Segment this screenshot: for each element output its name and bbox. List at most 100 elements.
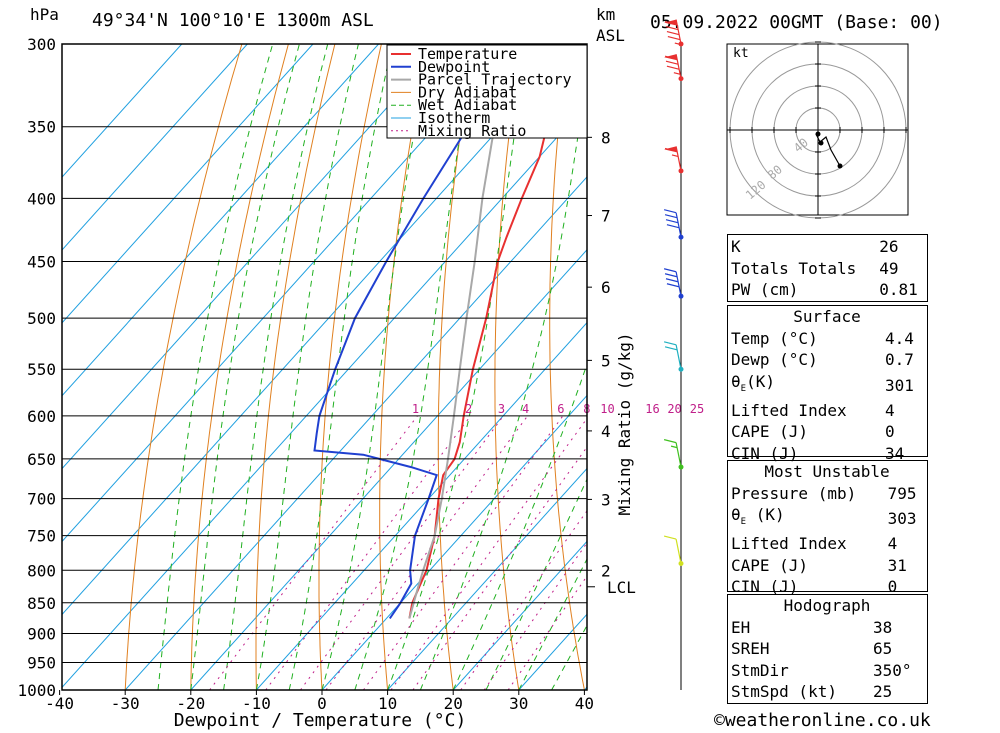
hodograph-table: Hodograph EH 38 SREH 65 StmDir 350° StmSpd … [727,595,927,703]
wet-adiabat-line [354,44,476,690]
pressure-tick-label: 850 [27,594,56,613]
wind-barb-feather [665,219,679,224]
pressure-tick-label: 800 [27,561,56,580]
li-value: 4 [885,400,895,420]
dewp-label: Dewp (°C) [731,350,818,370]
wind-barb-feather [665,60,679,65]
wind-barb-half-feather [670,445,678,449]
km-label: km [596,5,616,24]
isotherm-line [256,321,587,690]
mixing-ratio-label: 6 [557,402,564,416]
x-tick-label: 10 [378,694,397,713]
x-tick-label: -30 [111,694,140,713]
indices-table: K 26 Totals Totals 49 PW (cm) 0.81 [727,236,927,301]
mixing-ratio-label: 1 [412,402,419,416]
x-tick-label: -40 [45,694,74,713]
mixing-ratio-line [412,446,587,690]
mixing-ratio-line [507,575,587,690]
dry-adiabat-line [654,44,715,690]
mixing-ratio-line [362,415,564,690]
stmdir-label: StmDir [731,660,789,680]
mu-cin-value: 0 [887,577,898,597]
pw-label: PW (cm) [731,280,799,300]
sreh-label: SREH [731,639,770,659]
isotherm-line [62,44,379,397]
legend-label: Isotherm [418,109,490,127]
legend-label: Parcel Trajectory [418,71,572,89]
pressure-unit-label: hPa [30,5,59,24]
eh-label: EH [731,617,751,637]
wind-barb-half-feather [674,42,681,46]
x-tick-label: 20 [444,694,463,713]
isotherm-line [62,103,587,689]
wind-barb-shaft [675,344,682,370]
pressure-tick-label: 600 [27,407,56,426]
pressure-tick-label: 900 [27,624,56,643]
km-tick-label: 7 [601,207,611,226]
wind-barb-feather [665,278,679,283]
km-tick-label: 6 [601,278,611,297]
isotherm-line [190,249,587,690]
mu-theta-e-value: 303 [887,509,917,529]
legend-label: Mixing Ratio [418,122,526,140]
asl-label: ASL [596,26,625,45]
mu-cape-value: 31 [887,555,907,575]
km-tick-label: 5 [601,351,611,370]
mixing-ratio-label: 10 [600,402,614,416]
wind-barb-shaft [675,442,682,468]
location-label: 49°34'N 100°10'E 1300m ASL [92,10,374,31]
wind-barb-feather [663,341,677,346]
mixing-ratio-label: 16 [645,402,659,416]
surface-title: Surface [793,307,861,327]
isotherm-line [62,44,183,178]
mu-li-label: Lifted Index [731,534,847,554]
indices-box-hodo [727,594,928,704]
lcl-label: LCL [607,578,636,597]
dry-adiabat-line [494,44,522,690]
dry-adiabat-line [549,44,585,690]
mu-theta-subscript: E [740,517,747,528]
dry-adiabat-line [124,44,243,690]
pressure-tick-label: 550 [27,360,56,379]
hodograph-point [815,131,821,137]
wind-barb-feather [664,20,678,26]
mixing-ratio-line [483,541,587,690]
k-value: 26 [879,237,899,257]
km-tick-label: 3 [601,490,611,509]
hodograph-point [837,163,843,169]
tt-label: Totals Totals [731,258,857,278]
mixing-ratio-label: 2 [465,402,472,416]
pressure-tick-label: 350 [27,118,56,137]
mixing-ratio-label: 25 [690,402,704,416]
legend-label: Temperature [418,45,517,63]
stmspd-label: StmSpd (kt) [731,682,837,702]
x-tick-label: 30 [509,694,528,713]
wind-barb-feather [666,30,680,36]
pw-value: 0.81 [879,280,918,300]
legend-label: Dewpoint [418,58,490,76]
legend-label: Wet Adiabat [418,96,517,114]
temp-label: Temp (°C) [731,328,818,348]
mixing-ratio-label: 3 [498,402,505,416]
mu-li-value: 4 [887,534,898,554]
copyright-link[interactable]: ©weatheronline.co.uk [714,710,931,731]
hodo-title: Hodograph [783,596,871,616]
x-tick-label: -10 [242,694,271,713]
cape-value: 0 [885,422,895,442]
mixing-ratio-label: 4 [522,402,529,416]
eh-value: 38 [873,617,893,637]
theta-unit: (K) [746,371,775,391]
stmspd-value: 25 [873,682,893,702]
hodograph-unit-label: kt [733,46,749,61]
mu-cin-label: CIN (J) [731,577,799,597]
dry-adiabat-line [255,44,336,690]
wind-barb-feather [663,209,677,214]
wind-barb-shaft [675,19,682,45]
x-tick-label: 0 [317,694,327,713]
wind-barb-feather [664,55,678,60]
wind-barb-feather [664,214,678,219]
wet-adiabat-line [157,44,274,690]
pressure-tick-label: 450 [27,253,56,272]
pressure-tick-label: 750 [27,527,56,546]
